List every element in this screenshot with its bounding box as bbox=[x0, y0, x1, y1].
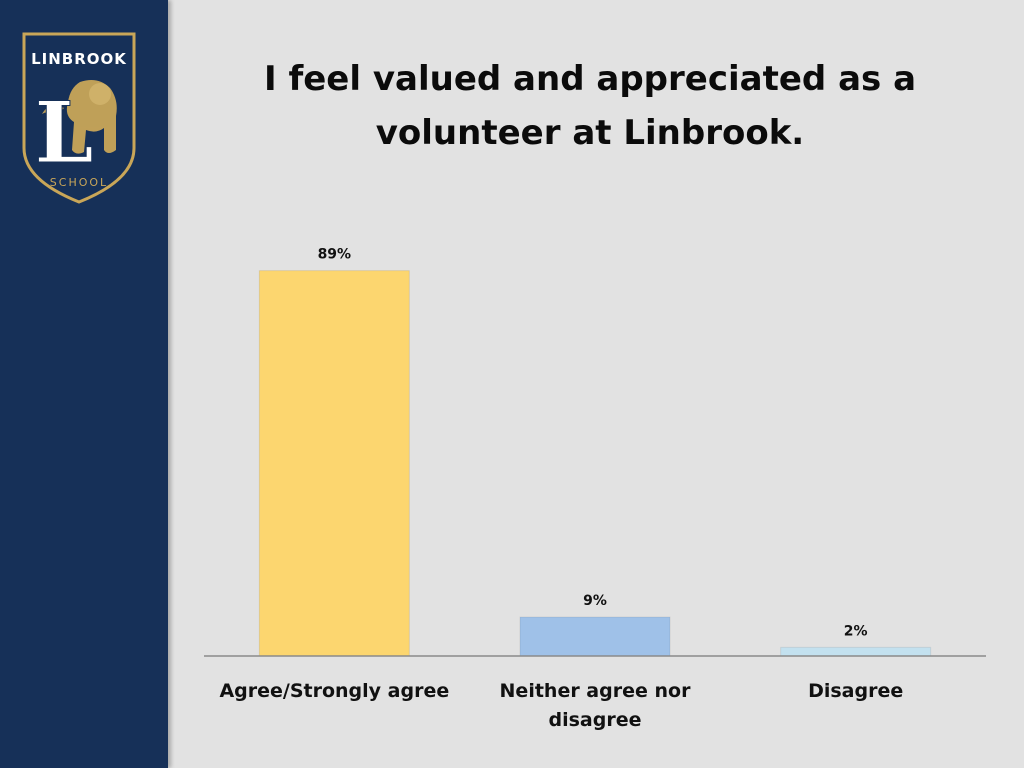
lion-figure bbox=[42, 80, 117, 154]
category-label-2-line-0: Disagree bbox=[808, 680, 903, 702]
category-label-1: Neither agree nor disagree bbox=[500, 680, 692, 731]
crest-bottom-text: SCHOOL bbox=[50, 176, 108, 189]
bar-1 bbox=[519, 616, 671, 657]
sidebar: LINBROOK L SCHOOL bbox=[0, 0, 168, 768]
bar-2 bbox=[780, 646, 932, 657]
crest-letter: L bbox=[34, 83, 93, 182]
bars-layer bbox=[258, 270, 932, 657]
crest-top-text: LINBROOK bbox=[31, 50, 127, 68]
chart-title: I feel valued and appreciated as a volun… bbox=[263, 59, 917, 153]
category-label-1-line-0: Neither agree nor bbox=[500, 680, 692, 702]
value-label-2: 2% bbox=[844, 623, 868, 639]
category-label-0-line-0: Agree/Strongly agree bbox=[219, 680, 449, 702]
bar-0 bbox=[258, 270, 410, 657]
category-label-2: Disagree bbox=[808, 680, 903, 702]
value-label-1: 9% bbox=[583, 593, 607, 609]
value-label-0: 89% bbox=[318, 247, 352, 263]
linbrook-crest-icon: LINBROOK L SCHOOL bbox=[22, 32, 136, 204]
category-label-0: Agree/Strongly agree bbox=[219, 680, 449, 702]
category-label-1-line-1: disagree bbox=[549, 709, 642, 731]
labels-layer: 89% Agree/Strongly agree 9% Neither agree n… bbox=[219, 247, 903, 731]
